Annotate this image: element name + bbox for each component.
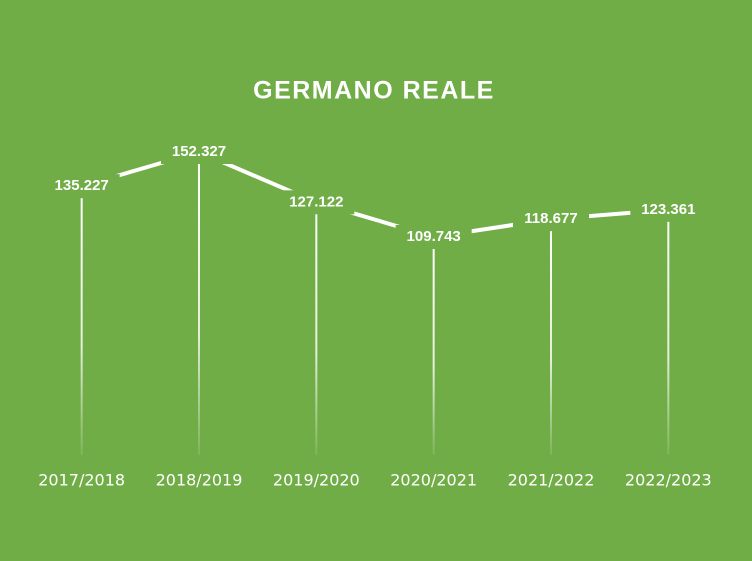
x-tick-label: 2022/2023	[625, 471, 712, 490]
x-tick-label: 2020/2021	[390, 471, 477, 490]
drop-line	[550, 219, 552, 455]
value-label-bg	[161, 140, 237, 164]
x-tick-label: 2021/2022	[508, 471, 595, 490]
drop-line	[667, 209, 670, 455]
value-label: 135.227	[55, 177, 109, 194]
drop-line	[315, 202, 318, 455]
x-tick-label: 2018/2019	[156, 471, 243, 490]
value-label: 152.327	[172, 143, 226, 160]
drop-line	[432, 237, 435, 455]
value-label: 109.743	[407, 228, 461, 245]
chart-title: GERMANO REALE	[253, 77, 495, 105]
value-label: 127.122	[289, 193, 343, 210]
value-label-bg	[513, 207, 589, 232]
value-label: 123.361	[641, 201, 695, 218]
x-tick-label: 2019/2020	[273, 471, 360, 490]
value-label: 118.677	[524, 210, 577, 227]
value-label-bg	[630, 197, 707, 222]
x-tick-label: 2017/2018	[38, 471, 125, 490]
value-label-bg	[43, 174, 120, 199]
value-label-bg	[395, 225, 472, 249]
value-label-bg	[278, 190, 355, 215]
drop-line	[198, 152, 200, 455]
drop-line	[80, 186, 83, 455]
